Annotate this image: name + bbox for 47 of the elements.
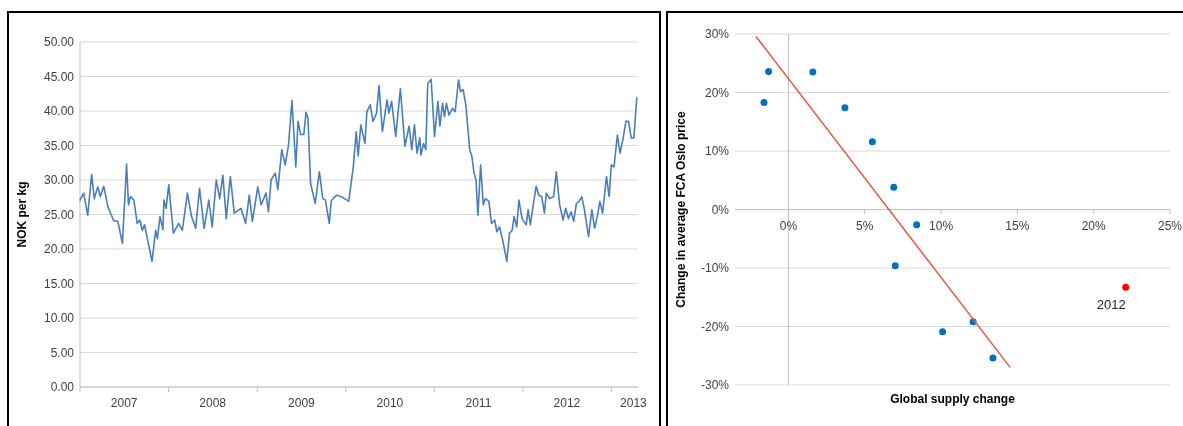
y-axis-title: NOK per kg bbox=[15, 181, 29, 248]
x-tick-label: 5% bbox=[856, 218, 874, 233]
x-tick-label: 2013 bbox=[620, 396, 648, 410]
x-tick-label: 2011 bbox=[465, 396, 492, 410]
y-tick-label: 45.00 bbox=[43, 69, 75, 84]
x-tick-label: 20% bbox=[1081, 218, 1107, 233]
y-tick-label: 0.00 bbox=[50, 380, 75, 395]
point bbox=[891, 262, 899, 270]
y-tick-label: 5.00 bbox=[50, 345, 75, 360]
y-tick-label: 0% bbox=[711, 202, 730, 217]
y-tick-label: -20% bbox=[700, 319, 730, 334]
x-tick-label: 15% bbox=[1005, 218, 1030, 233]
y-tick-label: 20% bbox=[704, 85, 730, 100]
x-tick-label: 0% bbox=[779, 218, 798, 233]
y-tick-label: 20.00 bbox=[43, 242, 75, 257]
y-tick-label: 15.00 bbox=[43, 276, 75, 291]
x-tick-label: 10% bbox=[929, 218, 954, 233]
point bbox=[1122, 283, 1130, 291]
y-tick-label: -10% bbox=[700, 261, 730, 276]
point bbox=[890, 183, 898, 191]
x-axis-title: Global supply change bbox=[890, 392, 1016, 406]
point bbox=[765, 67, 773, 75]
point bbox=[989, 354, 997, 362]
x-tick-label: 2010 bbox=[376, 396, 404, 410]
point bbox=[868, 138, 876, 146]
x-tick-label: 2008 bbox=[199, 396, 227, 410]
y-tick-label: 10% bbox=[704, 144, 730, 159]
y-tick-label: 30% bbox=[704, 27, 730, 42]
annotation: 2012 bbox=[1096, 297, 1126, 313]
y-tick-label: 40.00 bbox=[43, 104, 75, 119]
x-tick-label: 2007 bbox=[110, 396, 138, 410]
y-tick-label: 35.00 bbox=[43, 138, 75, 153]
x-tick-label: 2009 bbox=[288, 396, 316, 410]
point bbox=[809, 68, 817, 76]
y-tick-label: 50.00 bbox=[43, 35, 75, 50]
point bbox=[939, 328, 947, 336]
point bbox=[841, 104, 849, 112]
point bbox=[760, 98, 768, 106]
y-tick-label: 25.00 bbox=[43, 207, 75, 222]
point bbox=[913, 221, 921, 229]
y-tick-label: 30.00 bbox=[43, 173, 75, 188]
x-tick-label: 25% bbox=[1157, 218, 1183, 233]
y-tick-label: -30% bbox=[700, 378, 730, 393]
y-tick-label: 10.00 bbox=[43, 311, 75, 326]
x-tick-label: 2012 bbox=[553, 396, 581, 410]
line-series bbox=[79, 78, 638, 263]
y-axis-title: Change in average FCA Oslo price bbox=[674, 111, 688, 308]
